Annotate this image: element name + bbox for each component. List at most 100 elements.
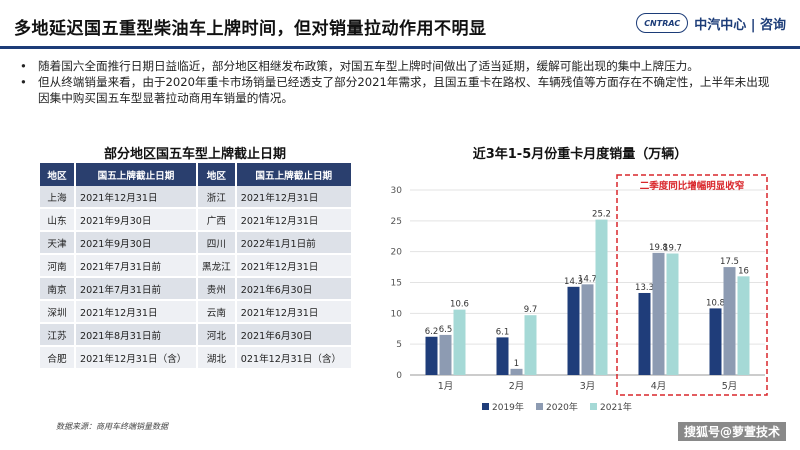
bar-value-label: 6.2 bbox=[425, 327, 439, 337]
cell-deadline: 2021年6月30日 bbox=[236, 324, 353, 347]
x-tick-label: 3月 bbox=[580, 381, 596, 392]
bullet-item: 但从终端销量来看，由于2020年重卡市场销量已经透支了部分2021年需求，且国五… bbox=[20, 74, 780, 106]
header-region: 地区 bbox=[198, 163, 237, 186]
table-row: 江苏 2021年8月31日前 河北 2021年6月30日 bbox=[40, 324, 353, 347]
x-tick-label: 1月 bbox=[438, 381, 454, 392]
cell-region: 合肥 bbox=[40, 347, 76, 370]
bar-2020年 bbox=[652, 252, 665, 375]
cell-deadline: 2021年12月31日 bbox=[236, 209, 353, 232]
cell-deadline: 2021年8月31日前 bbox=[76, 324, 198, 347]
bar-value-label: 6.1 bbox=[496, 327, 510, 337]
cell-region: 黑龙江 bbox=[198, 255, 237, 278]
logo-badge: CNTRAC bbox=[636, 13, 689, 33]
bar-value-label: 10.6 bbox=[450, 300, 469, 310]
bullet-item: 随着国六全面推行日期日益临近，部分地区相继发布政策，对国五车型上牌时间做出了适当… bbox=[20, 58, 780, 74]
cell-deadline: 2021年12月31日 bbox=[236, 186, 353, 209]
y-tick-label: 30 bbox=[391, 186, 403, 196]
chart-title: 近3年1-5月份重卡月度销量（万辆） bbox=[472, 147, 688, 162]
bar-2020年 bbox=[510, 368, 523, 375]
page-title: 多地延迟国五重型柴油车上牌时间，但对销量拉动作用不明显 bbox=[14, 19, 487, 39]
header-deadline: 国五上牌截止日期 bbox=[76, 163, 198, 186]
cell-deadline: 2021年6月30日 bbox=[236, 278, 353, 301]
table-row: 天津 2021年9月30日 四川 2022年1月1日前 bbox=[40, 232, 353, 255]
bar-value-label: 13.3 bbox=[635, 283, 654, 293]
cell-region: 浙江 bbox=[198, 186, 237, 209]
table-row: 合肥 2021年12月31日（含） 湖北 021年12月31日（含） bbox=[40, 347, 353, 370]
cell-deadline: 2021年12月31日 bbox=[76, 186, 198, 209]
cell-region: 河南 bbox=[40, 255, 76, 278]
cell-region: 山东 bbox=[40, 209, 76, 232]
x-tick-label: 2月 bbox=[509, 381, 525, 392]
data-source: 数据来源：商用车终端销量数据 bbox=[56, 422, 168, 431]
deadline-table: 地区 国五上牌截止日期 地区 国五上牌截止日期 上海 2021年12月31日 浙江 2… bbox=[40, 163, 353, 370]
cell-region: 河北 bbox=[198, 324, 237, 347]
cell-region: 四川 bbox=[198, 232, 237, 255]
y-tick-label: 10 bbox=[391, 309, 403, 319]
bar-2019年 bbox=[567, 286, 580, 375]
table-row: 上海 2021年12月31日 浙江 2021年12月31日 bbox=[40, 186, 353, 209]
bar-value-label: 19.8 bbox=[649, 243, 668, 253]
q2-highlight-box bbox=[616, 174, 768, 396]
bar-value-label: 16 bbox=[738, 266, 749, 276]
cell-deadline: 2021年7月31日前 bbox=[76, 278, 198, 301]
bar-2019年 bbox=[709, 308, 722, 375]
header-deadline: 国五上牌截止日期 bbox=[236, 163, 353, 186]
bar-value-label: 10.8 bbox=[706, 298, 725, 308]
y-tick-label: 0 bbox=[396, 371, 402, 381]
bar-value-label: 17.5 bbox=[720, 257, 739, 267]
bar-chart: 0 5 10 15 20 25 30 6.2 6.5 10.6 1月 6.1 19.7 2月 14.314.… bbox=[391, 174, 768, 413]
bar-2019年 bbox=[425, 336, 438, 375]
cell-deadline: 2021年9月30日 bbox=[76, 209, 198, 232]
header-region: 地区 bbox=[40, 163, 76, 186]
table-row: 南京 2021年7月31日前 贵州 2021年6月30日 bbox=[40, 278, 353, 301]
legend-swatch bbox=[590, 403, 597, 410]
cell-deadline: 2021年12月31日（含） bbox=[76, 347, 198, 370]
bar-2021年 bbox=[666, 253, 679, 375]
table-row: 深圳 2021年12月31日 云南 2021年12月31日 bbox=[40, 301, 353, 324]
bar-value-label: 6.5 bbox=[439, 325, 453, 335]
bar-value-label: 25.2 bbox=[592, 210, 611, 220]
bar-value-label: 14.3 bbox=[564, 277, 583, 287]
y-tick-label: 5 bbox=[396, 340, 402, 350]
x-tick-label: 5月 bbox=[722, 381, 738, 392]
bar-2019年 bbox=[496, 337, 509, 375]
cell-region: 上海 bbox=[40, 186, 76, 209]
bar-2020年 bbox=[439, 334, 452, 375]
cell-region: 云南 bbox=[198, 301, 237, 324]
logo-text: 中汽中心 | 咨询 bbox=[694, 17, 786, 33]
cell-deadline: 2021年12月31日 bbox=[236, 255, 353, 278]
brand-logo: CNTRAC 中汽中心 | 咨询 bbox=[636, 13, 786, 33]
table-title: 部分地区国五车型上牌截止日期 bbox=[103, 147, 286, 162]
legend-label: 2020年 bbox=[546, 401, 578, 413]
x-tick-label: 4月 bbox=[651, 381, 667, 392]
y-tick-label: 15 bbox=[391, 279, 402, 289]
cell-region: 湖北 bbox=[198, 347, 237, 370]
y-tick-label: 25 bbox=[391, 217, 402, 227]
cell-deadline: 2022年1月1日前 bbox=[236, 232, 353, 255]
bar-value-label: 14.7 bbox=[578, 274, 597, 284]
bar-2021年 bbox=[737, 276, 750, 375]
title-rule bbox=[0, 46, 800, 49]
legend-swatch bbox=[482, 403, 489, 410]
cell-region: 江苏 bbox=[40, 324, 76, 347]
cell-region: 天津 bbox=[40, 232, 76, 255]
legend-label: 2019年 bbox=[492, 401, 524, 413]
cell-region: 广西 bbox=[198, 209, 237, 232]
watermark-footer: 搜狐号@萝萱技术 bbox=[677, 422, 786, 441]
bar-value-label: 19.7 bbox=[663, 244, 682, 254]
cell-region: 深圳 bbox=[40, 301, 76, 324]
table-row: 河南 2021年7月31日前 黑龙江 2021年12月31日 bbox=[40, 255, 353, 278]
bar-2020年 bbox=[581, 284, 594, 375]
q2-annotation: 二季度同比增幅明显收窄 bbox=[640, 180, 745, 192]
bar-2021年 bbox=[524, 315, 537, 375]
table-row: 山东 2021年9月30日 广西 2021年12月31日 bbox=[40, 209, 353, 232]
table-header-row: 地区 国五上牌截止日期 地区 国五上牌截止日期 bbox=[40, 163, 353, 186]
legend-label: 2021年 bbox=[600, 401, 632, 413]
cell-deadline: 021年12月31日（含） bbox=[236, 347, 353, 370]
y-tick-label: 20 bbox=[391, 248, 403, 258]
bar-value-label: 1 bbox=[514, 359, 519, 369]
bar-2020年 bbox=[723, 267, 736, 375]
bullet-list: 随着国六全面推行日期日益临近，部分地区相继发布政策，对国五车型上牌时间做出了适当… bbox=[20, 58, 780, 106]
bar-2021年 bbox=[595, 219, 608, 375]
cell-region: 南京 bbox=[40, 278, 76, 301]
